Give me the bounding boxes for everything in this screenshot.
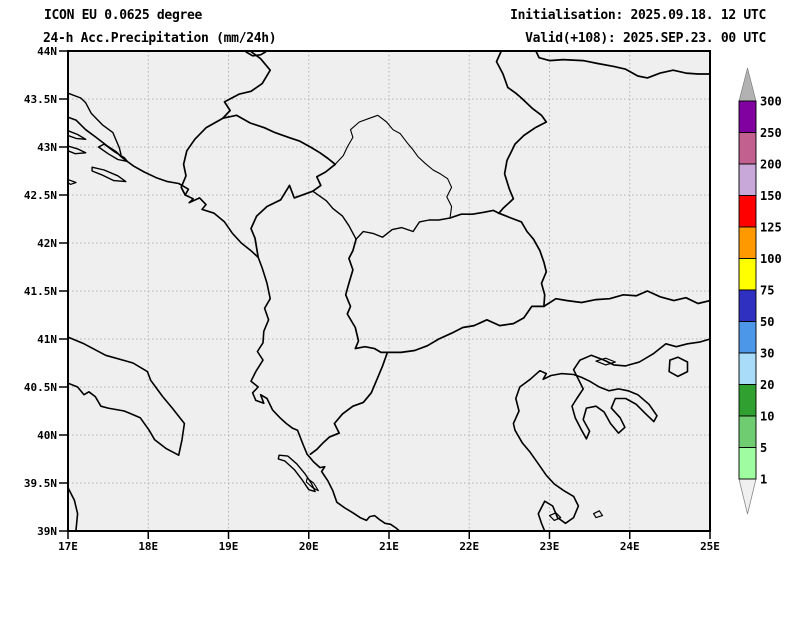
border-mne-alb xyxy=(250,184,314,259)
lon-tick-label: 21E xyxy=(379,540,399,553)
coast-greece-aegean xyxy=(512,338,710,531)
peninsula-peljesac xyxy=(97,143,129,163)
lon-tick-label: 19E xyxy=(219,540,239,553)
border-mk-bg xyxy=(498,212,548,308)
coast-italy-calabria xyxy=(68,486,79,531)
border-srb-bg xyxy=(495,51,548,215)
colorbar-segment xyxy=(738,195,757,228)
island-corfu xyxy=(277,454,316,493)
colorbar-tick-label: 150 xyxy=(760,189,782,203)
colorbar-tick-label: 125 xyxy=(760,221,782,235)
colorbar-segment xyxy=(738,100,757,133)
lon-tick-label: 17E xyxy=(58,540,78,553)
border-mk-alb xyxy=(344,238,389,354)
lake-volvi xyxy=(595,357,616,366)
colorbar-arrow-up-icon xyxy=(738,67,757,102)
colorbar-segment xyxy=(738,163,757,196)
border-alb-gr xyxy=(309,351,389,456)
colorbar-tick-label: 75 xyxy=(760,284,774,298)
colorbar-segment xyxy=(738,415,757,448)
colorbar-tick-label: 300 xyxy=(760,95,782,109)
lat-tick-label: 39.5N xyxy=(24,477,57,490)
border-mk-gr xyxy=(386,305,545,354)
colorbar-tick-label: 100 xyxy=(760,252,782,266)
island-hvar xyxy=(68,129,87,141)
border-kos-srb xyxy=(334,114,453,219)
lat-tick-label: 44N xyxy=(37,45,57,58)
island-paxos xyxy=(305,477,319,492)
island-sporades-b xyxy=(592,510,604,519)
island-sporades-a xyxy=(548,512,562,522)
colorbar-tick-label: 5 xyxy=(760,441,767,455)
model-title: ICON EU 0.0625 degree xyxy=(44,8,203,23)
lat-tick-label: 42N xyxy=(37,237,57,250)
lat-tick-label: 39N xyxy=(37,525,57,538)
lon-tick-label: 25E xyxy=(700,540,720,553)
colorbar-tick-label: 200 xyxy=(760,158,782,172)
island-mljet xyxy=(91,166,127,183)
lat-tick-label: 43N xyxy=(37,141,57,154)
colorbar-tick-label: 10 xyxy=(760,410,774,424)
coast-adriatic xyxy=(68,116,401,531)
lat-tick-label: 40N xyxy=(37,429,57,442)
lon-tick-label: 23E xyxy=(540,540,560,553)
colorbar-segment xyxy=(738,447,757,480)
colorbar-tick-label: 1 xyxy=(760,473,767,487)
colorbar-segment xyxy=(738,226,757,259)
coast-italy-puglia xyxy=(68,336,186,457)
island-lastovo xyxy=(68,179,77,185)
valid-time: Valid(+108): 2025.SEP.23. 00 UTC xyxy=(525,31,766,46)
init-time: Initialisation: 2025.09.18. 12 UTC xyxy=(510,8,766,23)
lon-tick-label: 20E xyxy=(299,540,319,553)
lat-tick-label: 43.5N xyxy=(24,93,57,106)
island-korcula xyxy=(68,145,87,155)
lon-tick-label: 24E xyxy=(620,540,640,553)
lat-tick-label: 41N xyxy=(37,333,57,346)
graticule xyxy=(68,51,710,531)
colorbar-segment xyxy=(738,258,757,291)
border-kos-mk xyxy=(355,217,451,240)
lat-tick-label: 42.5N xyxy=(24,189,57,202)
island-thasos xyxy=(668,356,689,378)
colorbar-segment xyxy=(738,132,757,165)
colorbar-tick-label: 30 xyxy=(760,347,774,361)
colorbar-arrow-down-icon xyxy=(738,478,757,515)
border-bih-srb xyxy=(222,51,272,120)
lat-tick-label: 40.5N xyxy=(24,381,57,394)
colorbar-segment xyxy=(738,352,757,385)
colorbar-segment xyxy=(738,289,757,322)
colorbar-segment xyxy=(738,384,757,417)
colorbar-tick-label: 20 xyxy=(760,378,774,392)
border-srb-mk xyxy=(449,209,500,219)
lat-tick-label: 41.5N xyxy=(24,285,57,298)
border-kos-alb xyxy=(312,190,357,240)
lon-tick-label: 18E xyxy=(138,540,158,553)
colorbar-segment xyxy=(738,321,757,354)
precip-colorbar: 300 250 200 150 125 100 75 50 30 20 10 5 1 xyxy=(738,67,782,515)
border-hr-bih xyxy=(68,92,122,156)
lon-tick-label: 22E xyxy=(459,540,479,553)
river-danube-bg-ro xyxy=(535,51,710,79)
colorbar-tick-label: 250 xyxy=(760,126,782,140)
axis-labels: 44N 43.5N 43N 42.5N 42N 41.5N 41N 40.5N 40N 39.5N… xyxy=(24,45,720,553)
border-mne-srb xyxy=(222,114,337,166)
colorbar-tick-label: 50 xyxy=(760,315,774,329)
border-kos-mne xyxy=(311,163,337,193)
param-title: 24-h Acc.Precipitation (mm/24h) xyxy=(43,31,276,46)
border-bih-mne xyxy=(180,117,224,196)
country-borders xyxy=(68,51,710,531)
border-bg-gr xyxy=(543,290,710,308)
